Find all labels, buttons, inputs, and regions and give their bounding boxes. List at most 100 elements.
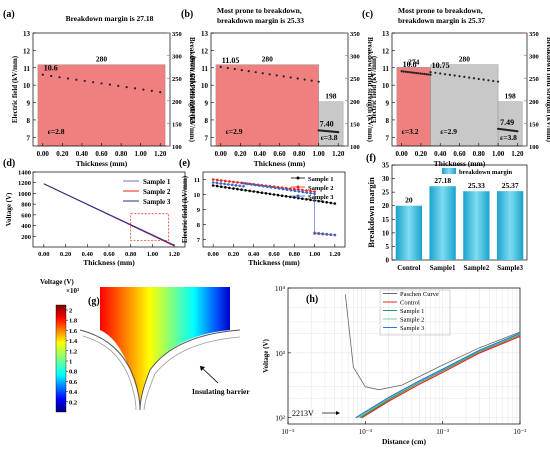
field-value-label: 7.49	[500, 118, 514, 127]
bar-c-2	[497, 101, 523, 147]
field-point	[477, 77, 480, 81]
data-point	[215, 178, 219, 182]
x-axis-label: Thickness (mm)	[254, 159, 306, 168]
field-point	[289, 76, 292, 79]
x-axis-label: Thickness (mm)	[76, 159, 128, 168]
data-point	[215, 181, 219, 185]
field-point	[400, 70, 403, 73]
y-tick-label: 12	[23, 47, 31, 55]
data-point	[305, 191, 308, 194]
field-point	[423, 72, 426, 76]
x-tick-label: 0.20	[228, 251, 239, 258]
colorbar-tick-label: 0.8	[69, 369, 78, 376]
x-tick-label: 0.80	[473, 150, 486, 158]
data-point	[284, 195, 288, 198]
insulating-barrier-right-inner	[143, 336, 241, 411]
panel-label: (f)	[366, 153, 376, 164]
field-point	[92, 81, 95, 84]
field-point	[458, 75, 461, 78]
data-point	[224, 186, 227, 189]
field-point	[233, 67, 236, 71]
x-tick-label: 1.20	[329, 251, 340, 258]
field-point	[496, 80, 500, 83]
data-point	[272, 193, 276, 196]
field-point	[434, 71, 437, 74]
data-point	[325, 232, 329, 236]
x-tick-label: 10⁻⁵	[281, 428, 295, 436]
field-point	[133, 87, 137, 90]
bar-b-1	[318, 101, 344, 147]
field-point	[317, 80, 320, 83]
data-point	[333, 202, 337, 205]
data-point	[240, 188, 243, 191]
y2-tick-label: 150	[350, 121, 360, 128]
data-point	[329, 233, 333, 236]
field-point	[117, 84, 120, 87]
panel-e: Sample 1 Sample 2 Sample 3 0.00 0.20 0.40 0.60…	[179, 158, 346, 267]
y-tick-label: 9	[386, 100, 390, 108]
panel-f: 20 Control 27.18 Sample1 25.33 Sample2 25.37 Sa…	[366, 153, 528, 272]
y2-tick-label: 200	[529, 99, 539, 106]
legend-marker	[296, 194, 300, 198]
data-point	[321, 200, 324, 203]
legend-label: Sample 3	[308, 194, 334, 201]
field-point	[439, 72, 442, 75]
legend-label: Sample 3	[143, 198, 171, 206]
legend-marker	[296, 185, 300, 189]
series-line	[344, 294, 521, 391]
y-tick-label: 10	[382, 82, 390, 90]
x-tick-label: 0.60	[453, 150, 466, 158]
data-point	[219, 185, 223, 188]
field-point	[404, 70, 407, 73]
field-point	[159, 91, 162, 94]
x-tick-label: 1.20	[511, 150, 524, 158]
field-point	[219, 65, 222, 68]
bar-sample1	[429, 186, 456, 260]
field-point	[50, 74, 53, 78]
data-point	[242, 184, 245, 188]
bar-value-label: 198	[325, 92, 337, 101]
y2-tick-label: 350	[172, 31, 182, 38]
data-point	[305, 189, 308, 192]
legend-label: Sample 2	[143, 188, 171, 196]
x-tick-label: 0.20	[415, 150, 428, 158]
x-tick-label: 0.00	[215, 150, 228, 158]
x-tick-label: 0.80	[125, 251, 136, 258]
data-point	[227, 183, 230, 186]
y2-tick-label: 300	[529, 54, 539, 61]
data-point	[246, 182, 249, 186]
y-tick-label: 8	[386, 117, 390, 125]
field-point	[254, 71, 257, 74]
data-point	[268, 192, 272, 196]
data-point	[309, 191, 312, 195]
legend-label: Sample 2	[400, 317, 424, 324]
field-point	[100, 82, 103, 85]
y-tick-label: 8	[197, 222, 201, 229]
data-point	[277, 187, 281, 190]
y-axis-label: Voltage (V)	[5, 192, 13, 226]
data-point	[258, 184, 261, 187]
y2-tick-label: 100	[172, 144, 182, 151]
field-value-label: 10.6	[44, 64, 58, 73]
data-point	[211, 181, 215, 184]
field-point	[247, 70, 250, 73]
y-tick-label: 12	[382, 47, 390, 55]
x-tick-label: 1.00	[313, 150, 326, 158]
data-point	[250, 183, 253, 186]
x-tick-label: 0.40	[254, 150, 267, 158]
annotation-text: Most prone to breakdown,	[217, 6, 302, 15]
y-tick-label: 10³	[275, 349, 286, 358]
data-point	[234, 184, 238, 187]
y-axis-label: Electric field (kV/mm)	[181, 175, 189, 243]
field-point	[125, 86, 128, 89]
colorbar-title: Voltage (V)	[40, 278, 74, 286]
y-tick-label: 35	[382, 162, 390, 170]
legend-label: Sample 1	[400, 308, 424, 315]
y2-tick-label: 300	[172, 54, 182, 61]
data-point	[265, 185, 269, 189]
y-tick-label: 7	[205, 134, 209, 142]
bar-value-label: 27.18	[434, 176, 451, 185]
field-point	[453, 74, 456, 77]
y-tick-label: 200	[21, 234, 31, 241]
